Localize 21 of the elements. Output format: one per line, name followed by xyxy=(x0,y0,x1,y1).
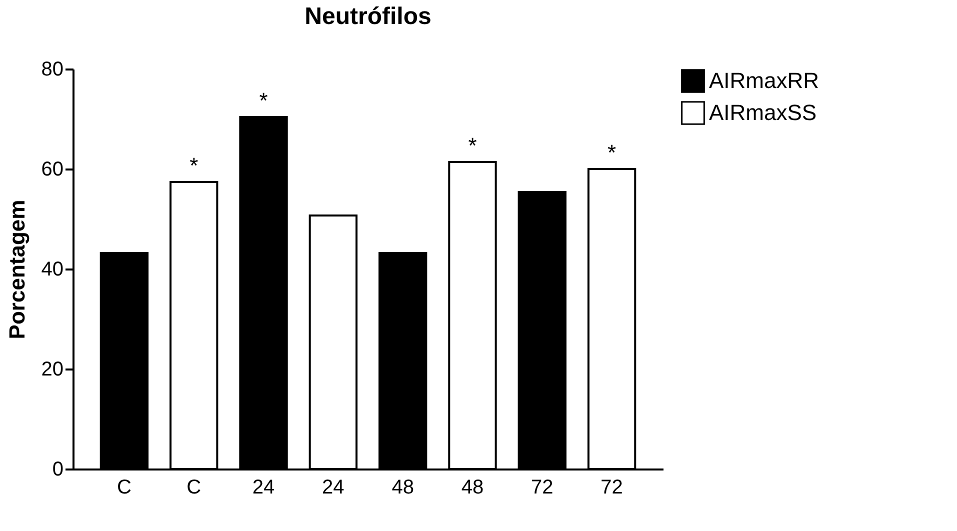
x-tick-label: C xyxy=(116,476,132,498)
x-tick-label: 48 xyxy=(461,476,484,498)
x-tick-label: 24 xyxy=(322,476,344,498)
x-tick-label: C xyxy=(186,476,202,498)
legend-label: AIRmaxSS xyxy=(709,100,817,125)
y-axis-title: Porcentagem xyxy=(4,200,30,340)
x-tick-label: 72 xyxy=(600,476,623,498)
x-tick-label: 48 xyxy=(392,476,414,498)
x-tick-label: 72 xyxy=(531,476,554,498)
y-tick-label: 40 xyxy=(41,258,64,280)
data-label: * xyxy=(468,133,478,158)
data-label: * xyxy=(190,153,199,178)
legend-label: AIRmaxRR xyxy=(709,68,820,93)
y-tick-label: 0 xyxy=(52,458,64,480)
chart-title: Neutrófilos xyxy=(304,3,432,30)
y-tick-label: 60 xyxy=(41,158,64,180)
data-label: * xyxy=(259,88,268,113)
y-tick-label: 20 xyxy=(41,358,64,380)
x-tick-label: 24 xyxy=(252,476,275,498)
data-label: * xyxy=(608,140,617,165)
y-tick-label: 80 xyxy=(41,58,64,80)
